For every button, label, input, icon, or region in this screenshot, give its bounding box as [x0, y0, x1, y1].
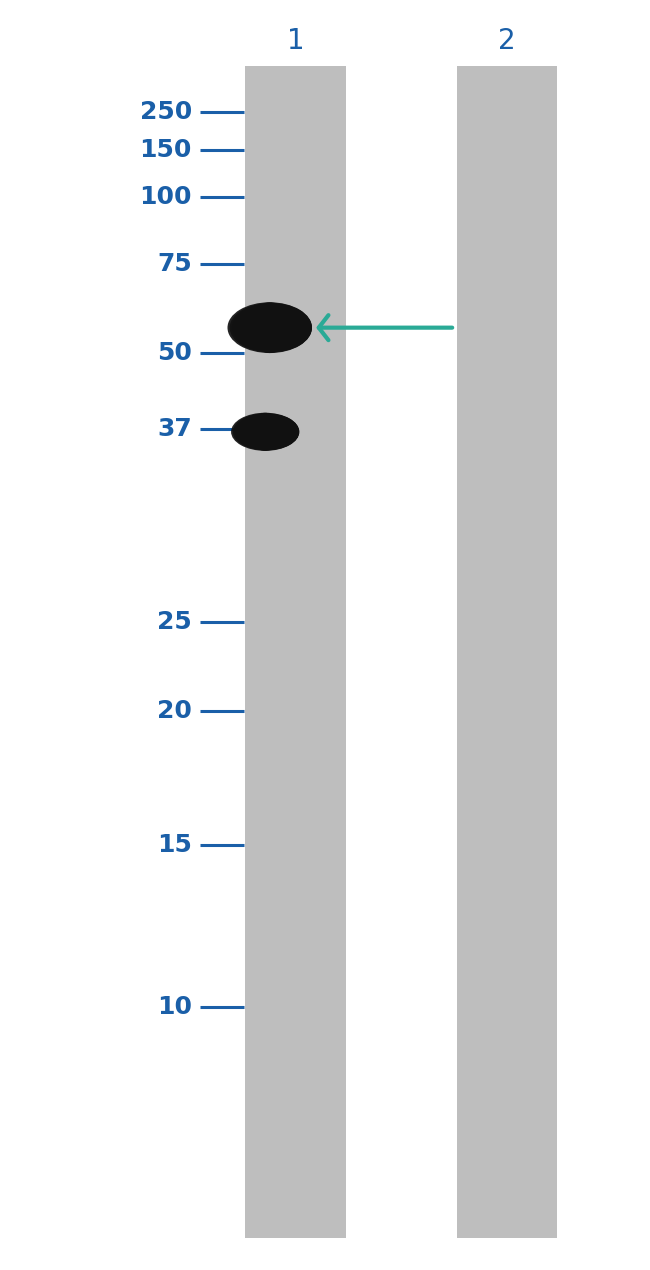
Ellipse shape — [252, 310, 310, 345]
Ellipse shape — [251, 302, 289, 353]
Text: 1: 1 — [287, 27, 305, 55]
Ellipse shape — [274, 318, 308, 338]
Ellipse shape — [263, 422, 297, 442]
Ellipse shape — [270, 424, 296, 439]
Ellipse shape — [240, 306, 311, 349]
Ellipse shape — [252, 417, 278, 447]
Ellipse shape — [254, 419, 298, 444]
Ellipse shape — [256, 420, 297, 443]
Text: 250: 250 — [140, 100, 192, 123]
Ellipse shape — [278, 319, 308, 337]
Ellipse shape — [237, 414, 299, 450]
Ellipse shape — [249, 418, 298, 446]
Ellipse shape — [253, 419, 298, 444]
Ellipse shape — [261, 312, 309, 343]
Text: 10: 10 — [157, 996, 192, 1019]
Ellipse shape — [243, 307, 311, 348]
Ellipse shape — [233, 413, 299, 451]
Ellipse shape — [274, 427, 296, 437]
Ellipse shape — [251, 418, 298, 446]
Ellipse shape — [250, 309, 310, 347]
Ellipse shape — [272, 316, 309, 339]
Ellipse shape — [251, 414, 280, 450]
Ellipse shape — [254, 306, 286, 349]
Ellipse shape — [248, 309, 311, 347]
Ellipse shape — [242, 415, 298, 448]
Ellipse shape — [263, 314, 309, 342]
Ellipse shape — [239, 305, 311, 351]
Ellipse shape — [235, 414, 299, 450]
Ellipse shape — [251, 414, 280, 450]
Ellipse shape — [253, 417, 278, 447]
Ellipse shape — [247, 417, 298, 447]
Ellipse shape — [250, 413, 280, 451]
Ellipse shape — [265, 423, 296, 441]
Ellipse shape — [259, 311, 309, 344]
Text: 75: 75 — [157, 253, 192, 276]
Ellipse shape — [265, 314, 309, 342]
Text: 150: 150 — [139, 138, 192, 161]
Ellipse shape — [278, 428, 296, 436]
Ellipse shape — [276, 319, 308, 337]
Ellipse shape — [260, 420, 297, 443]
Ellipse shape — [253, 306, 287, 349]
Ellipse shape — [276, 427, 296, 437]
Ellipse shape — [245, 307, 311, 348]
Ellipse shape — [281, 320, 308, 335]
Ellipse shape — [244, 417, 298, 447]
Ellipse shape — [283, 321, 307, 334]
Ellipse shape — [240, 415, 298, 448]
Text: 15: 15 — [157, 833, 192, 856]
Ellipse shape — [252, 305, 287, 351]
Ellipse shape — [251, 304, 289, 352]
Ellipse shape — [256, 311, 310, 344]
Ellipse shape — [250, 413, 281, 451]
Ellipse shape — [252, 304, 288, 352]
Ellipse shape — [246, 417, 298, 447]
Text: 50: 50 — [157, 342, 192, 364]
Ellipse shape — [261, 422, 297, 442]
Ellipse shape — [258, 420, 297, 443]
Text: 25: 25 — [157, 611, 192, 634]
Ellipse shape — [272, 425, 296, 438]
Ellipse shape — [231, 413, 299, 451]
Ellipse shape — [237, 305, 311, 351]
Ellipse shape — [267, 315, 309, 340]
Ellipse shape — [229, 302, 312, 353]
Ellipse shape — [267, 423, 296, 441]
Ellipse shape — [270, 316, 309, 339]
Ellipse shape — [253, 305, 287, 351]
Ellipse shape — [254, 310, 310, 345]
Ellipse shape — [232, 304, 311, 352]
Text: 2: 2 — [498, 27, 516, 55]
Text: 100: 100 — [139, 185, 192, 208]
Text: 20: 20 — [157, 700, 192, 723]
Bar — [456, 66, 558, 1238]
Ellipse shape — [239, 414, 299, 450]
Ellipse shape — [254, 307, 285, 348]
Ellipse shape — [268, 424, 296, 439]
Ellipse shape — [252, 415, 279, 448]
Bar — [246, 66, 346, 1238]
Ellipse shape — [234, 304, 311, 352]
Ellipse shape — [252, 415, 279, 448]
Ellipse shape — [227, 302, 312, 353]
Text: 37: 37 — [157, 418, 192, 441]
Ellipse shape — [285, 323, 307, 333]
